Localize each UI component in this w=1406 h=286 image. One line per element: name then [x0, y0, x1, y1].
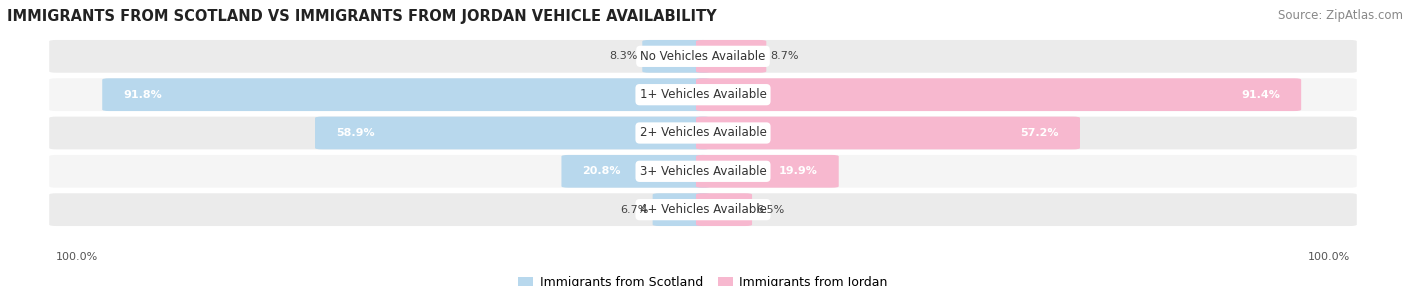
Text: 100.0%: 100.0%: [56, 253, 98, 262]
FancyBboxPatch shape: [103, 78, 710, 111]
Text: 1+ Vehicles Available: 1+ Vehicles Available: [640, 88, 766, 101]
Text: 57.2%: 57.2%: [1021, 128, 1059, 138]
FancyBboxPatch shape: [49, 40, 1357, 73]
Text: 8.7%: 8.7%: [770, 51, 799, 61]
Text: 100.0%: 100.0%: [1308, 253, 1350, 262]
FancyBboxPatch shape: [696, 78, 1301, 111]
FancyBboxPatch shape: [643, 40, 710, 73]
FancyBboxPatch shape: [49, 193, 1357, 226]
FancyBboxPatch shape: [696, 193, 752, 226]
Text: 91.4%: 91.4%: [1241, 90, 1279, 100]
Text: 2+ Vehicles Available: 2+ Vehicles Available: [640, 126, 766, 140]
Text: Source: ZipAtlas.com: Source: ZipAtlas.com: [1278, 9, 1403, 21]
FancyBboxPatch shape: [696, 155, 839, 188]
FancyBboxPatch shape: [696, 117, 1080, 149]
FancyBboxPatch shape: [49, 155, 1357, 188]
Text: 58.9%: 58.9%: [336, 128, 375, 138]
Legend: Immigrants from Scotland, Immigrants from Jordan: Immigrants from Scotland, Immigrants fro…: [513, 271, 893, 286]
Text: 6.7%: 6.7%: [620, 205, 648, 214]
Text: 8.3%: 8.3%: [610, 51, 638, 61]
FancyBboxPatch shape: [561, 155, 710, 188]
FancyBboxPatch shape: [315, 117, 710, 149]
Text: 3+ Vehicles Available: 3+ Vehicles Available: [640, 165, 766, 178]
FancyBboxPatch shape: [49, 117, 1357, 149]
Text: No Vehicles Available: No Vehicles Available: [640, 50, 766, 63]
FancyBboxPatch shape: [652, 193, 710, 226]
FancyBboxPatch shape: [49, 78, 1357, 111]
Text: IMMIGRANTS FROM SCOTLAND VS IMMIGRANTS FROM JORDAN VEHICLE AVAILABILITY: IMMIGRANTS FROM SCOTLAND VS IMMIGRANTS F…: [7, 9, 717, 23]
Text: 4+ Vehicles Available: 4+ Vehicles Available: [640, 203, 766, 216]
Text: 6.5%: 6.5%: [756, 205, 785, 214]
Text: 20.8%: 20.8%: [582, 166, 621, 176]
FancyBboxPatch shape: [696, 40, 766, 73]
Text: 19.9%: 19.9%: [779, 166, 818, 176]
Text: 91.8%: 91.8%: [124, 90, 162, 100]
